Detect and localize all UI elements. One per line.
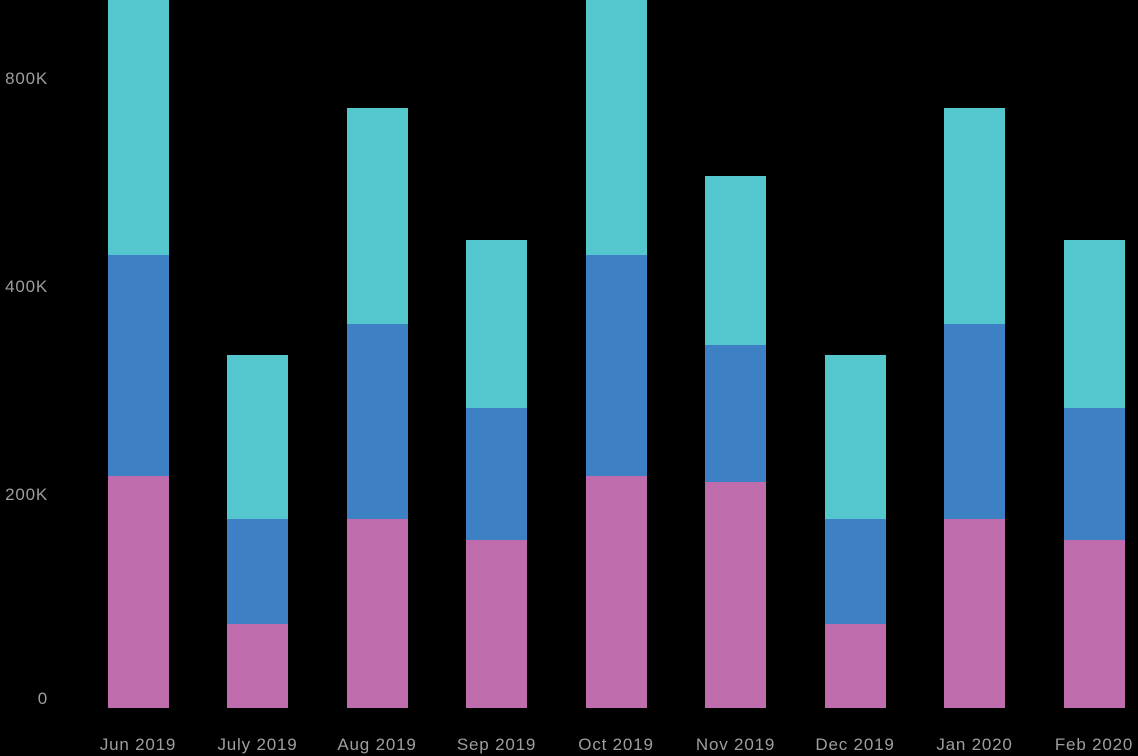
bar-segment-series-2-middle[interactable]: [466, 408, 527, 540]
bar-segment-series-2-middle[interactable]: [346, 323, 408, 519]
x-axis-category-label: Aug 2019: [337, 735, 417, 754]
bar-segment-series-1-bottom[interactable]: [227, 623, 288, 708]
bar-segment-series-1-bottom[interactable]: [1063, 539, 1125, 708]
x-axis-category-label: Dec 2019: [815, 735, 895, 754]
x-axis-category-label: Oct 2019: [578, 735, 654, 754]
bar-segment-series-1-bottom[interactable]: [944, 518, 1005, 708]
y-axis-tick-label: 200K: [5, 485, 48, 504]
bar-segment-series-3-top[interactable]: [585, 0, 647, 256]
bar-segment-series-1-bottom[interactable]: [824, 623, 886, 708]
x-axis-category-label: Jan 2020: [936, 735, 1013, 754]
y-axis-tick-label: 400K: [5, 277, 48, 296]
bar-segment-series-1-bottom[interactable]: [705, 481, 766, 708]
bar-segment-series-3-top[interactable]: [466, 239, 527, 409]
bar-segment-series-2-middle[interactable]: [824, 518, 886, 624]
x-axis-category-label: Feb 2020: [1054, 735, 1134, 754]
y-axis-tick-label: 0: [37, 689, 48, 708]
bar-segment-series-3-top[interactable]: [1063, 239, 1125, 409]
bar-segment-series-1-bottom[interactable]: [466, 539, 527, 708]
bar-segment-series-1-bottom[interactable]: [585, 476, 647, 708]
bar-segment-series-3-top[interactable]: [705, 176, 766, 345]
bar-segment-series-2-middle[interactable]: [705, 344, 766, 482]
bar-segment-series-2-middle[interactable]: [227, 518, 288, 624]
bar-segment-series-1-bottom[interactable]: [346, 518, 408, 708]
x-axis-category-label: July 2019: [217, 735, 298, 754]
bar-segment-series-2-middle[interactable]: [944, 323, 1005, 519]
bar-segment-series-3-top[interactable]: [107, 0, 169, 256]
x-axis-category-label: Sep 2019: [456, 735, 537, 754]
bar-segment-series-2-middle[interactable]: [585, 255, 647, 477]
bar-segment-series-2-middle[interactable]: [1063, 408, 1125, 540]
y-axis-tick-label: 800K: [5, 69, 48, 88]
bar-segment-series-2-middle[interactable]: [107, 255, 169, 477]
bar-segment-series-3-top[interactable]: [824, 355, 886, 519]
x-axis-category-label: Nov 2019: [695, 735, 776, 754]
bar-segment-series-3-top[interactable]: [944, 108, 1005, 324]
bar-segment-series-3-top[interactable]: [346, 108, 408, 324]
bar-segment-series-1-bottom[interactable]: [107, 476, 169, 708]
x-axis-category-label: Jun 2019: [99, 735, 177, 754]
bar-segment-series-3-top[interactable]: [227, 355, 288, 519]
